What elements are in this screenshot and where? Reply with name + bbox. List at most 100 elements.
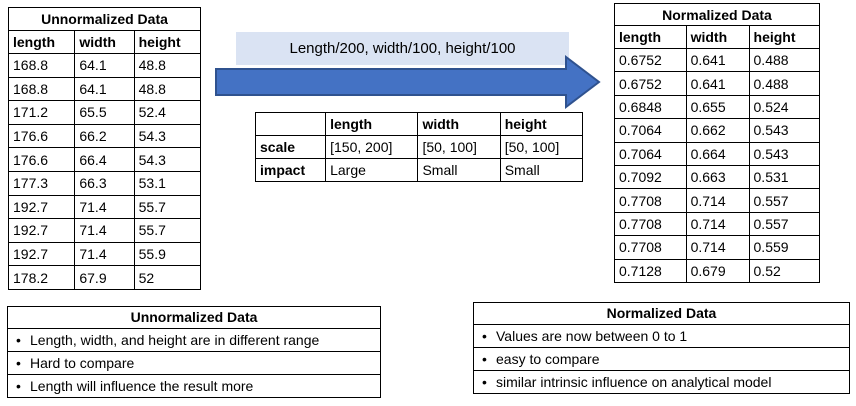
table-cell: 0.7092 — [614, 164, 687, 190]
scale-header-blank — [254, 112, 327, 136]
unnormalized-table: Unnormalized Data length width height 16… — [7, 7, 202, 290]
table-cell: [150, 200] — [325, 135, 419, 159]
note-text: Length, width, and height are in differe… — [30, 332, 320, 348]
table-cell: 0.7708 — [614, 235, 687, 260]
formula-banner: Length/200, width/100, height/100 — [236, 32, 569, 65]
table-cell: 0.662 — [685, 118, 750, 143]
table-cell: 0.714 — [685, 211, 750, 237]
table-cell: 65.5 — [74, 100, 135, 125]
table-row: 0.7064 0.664 0.543 — [614, 141, 821, 166]
table-cell: 0.714 — [685, 188, 750, 213]
list-item: • Length will influence the result more — [8, 375, 380, 397]
impact-row-label: impact — [254, 158, 327, 182]
table-row: 192.7 71.4 55.7 — [7, 218, 202, 243]
table-row: 0.7708 0.714 0.559 — [614, 235, 821, 260]
list-item: • Values are now between 0 to 1 — [474, 325, 849, 348]
table-cell: 0.543 — [748, 141, 821, 166]
table-cell: [50, 100] — [499, 135, 584, 159]
table-cell: 0.664 — [685, 141, 750, 166]
unnormalized-header-width: width — [74, 30, 135, 54]
table-cell: 71.4 — [74, 241, 135, 267]
table-cell: 64.1 — [74, 53, 135, 78]
note-text: easy to compare — [496, 351, 600, 367]
normalized-table: Normalized Data length width height 0.67… — [614, 3, 821, 283]
bullet-icon: • — [16, 332, 21, 348]
scale-header-length: length — [325, 112, 419, 136]
list-item: • similar intrinsic influence on analytic… — [474, 371, 849, 393]
normalized-header-length: length — [614, 25, 687, 49]
unnormalized-notes-title: Unnormalized Data — [8, 307, 380, 329]
unnormalized-header-length: length — [7, 30, 76, 54]
list-item: • easy to compare — [474, 348, 849, 371]
table-cell: 0.531 — [748, 164, 821, 190]
table-cell: 66.3 — [74, 170, 135, 196]
table-cell: 0.488 — [748, 71, 821, 96]
table-row: 192.7 71.4 55.9 — [7, 241, 202, 267]
table-cell: 0.655 — [685, 94, 750, 120]
scale-row-label: scale — [254, 135, 327, 159]
table-cell: 0.543 — [748, 118, 821, 143]
table-row: 0.7064 0.662 0.543 — [614, 118, 821, 143]
table-row: 0.7092 0.663 0.531 — [614, 164, 821, 190]
table-cell: Large — [325, 158, 419, 182]
table-cell: 0.7128 — [614, 258, 687, 283]
scale-header-height: height — [499, 112, 584, 136]
note-text: Hard to compare — [30, 355, 135, 371]
table-cell: Small — [417, 158, 501, 182]
table-cell: 192.7 — [7, 218, 76, 243]
table-cell: 0.52 — [748, 258, 821, 283]
table-cell: 53.1 — [133, 170, 202, 196]
table-cell: 177.3 — [7, 170, 76, 196]
table-row: impact Large Small Small — [254, 158, 584, 182]
table-cell: 54.3 — [133, 123, 202, 149]
table-cell: 178.2 — [7, 265, 76, 290]
table-cell: 0.6848 — [614, 94, 687, 120]
table-cell: 176.6 — [7, 147, 76, 172]
table-row: 176.6 66.2 54.3 — [7, 123, 202, 149]
table-cell: 0.6752 — [614, 71, 687, 96]
table-row: 176.6 66.4 54.3 — [7, 147, 202, 172]
table-row: scale [150, 200] [50, 100] [50, 100] — [254, 135, 584, 159]
unnormalized-notes-box: Unnormalized Data • Length, width, and he… — [7, 306, 381, 398]
table-cell: 55.7 — [133, 218, 202, 243]
table-row: 0.6752 0.641 0.488 — [614, 47, 821, 73]
table-row: 0.7128 0.679 0.52 — [614, 258, 821, 283]
table-cell: 176.6 — [7, 123, 76, 149]
table-cell: 0.7708 — [614, 188, 687, 213]
table-row: 171.2 65.5 52.4 — [7, 100, 202, 125]
table-cell: 0.488 — [748, 47, 821, 73]
table-cell: 52 — [133, 265, 202, 290]
table-cell: 66.2 — [74, 123, 135, 149]
table-cell: 71.4 — [74, 194, 135, 220]
table-cell: 0.663 — [685, 164, 750, 190]
scale-table: length width height scale [150, 200] [50… — [254, 112, 584, 182]
table-cell: 0.557 — [748, 211, 821, 237]
table-cell: 0.7708 — [614, 211, 687, 237]
table-cell: 171.2 — [7, 100, 76, 125]
normalized-notes-box: Normalized Data • Values are now between … — [473, 302, 850, 394]
table-cell: 0.679 — [685, 258, 750, 283]
table-cell: 168.8 — [7, 53, 76, 78]
note-text: Length will influence the result more — [30, 378, 254, 394]
table-cell: Small — [499, 158, 584, 182]
table-cell: 0.7064 — [614, 141, 687, 166]
unnormalized-header-height: height — [133, 30, 202, 54]
normalized-header-width: width — [685, 25, 750, 49]
table-cell: 48.8 — [133, 76, 202, 102]
table-cell: 55.9 — [133, 241, 202, 267]
table-cell: 0.524 — [748, 94, 821, 120]
table-row: 178.2 67.9 52 — [7, 265, 202, 290]
table-cell: 192.7 — [7, 241, 76, 267]
bullet-icon: • — [482, 351, 487, 367]
table-cell: 48.8 — [133, 53, 202, 78]
table-cell: 168.8 — [7, 76, 76, 102]
table-cell: 54.3 — [133, 147, 202, 172]
table-row: 0.7708 0.714 0.557 — [614, 188, 821, 213]
table-row: 192.7 71.4 55.7 — [7, 194, 202, 220]
table-cell: 52.4 — [133, 100, 202, 125]
right-arrow-icon — [215, 55, 601, 109]
bullet-icon: • — [16, 355, 21, 371]
table-cell: 0.6752 — [614, 47, 687, 73]
table-cell: 0.641 — [685, 71, 750, 96]
table-cell: 55.7 — [133, 194, 202, 220]
